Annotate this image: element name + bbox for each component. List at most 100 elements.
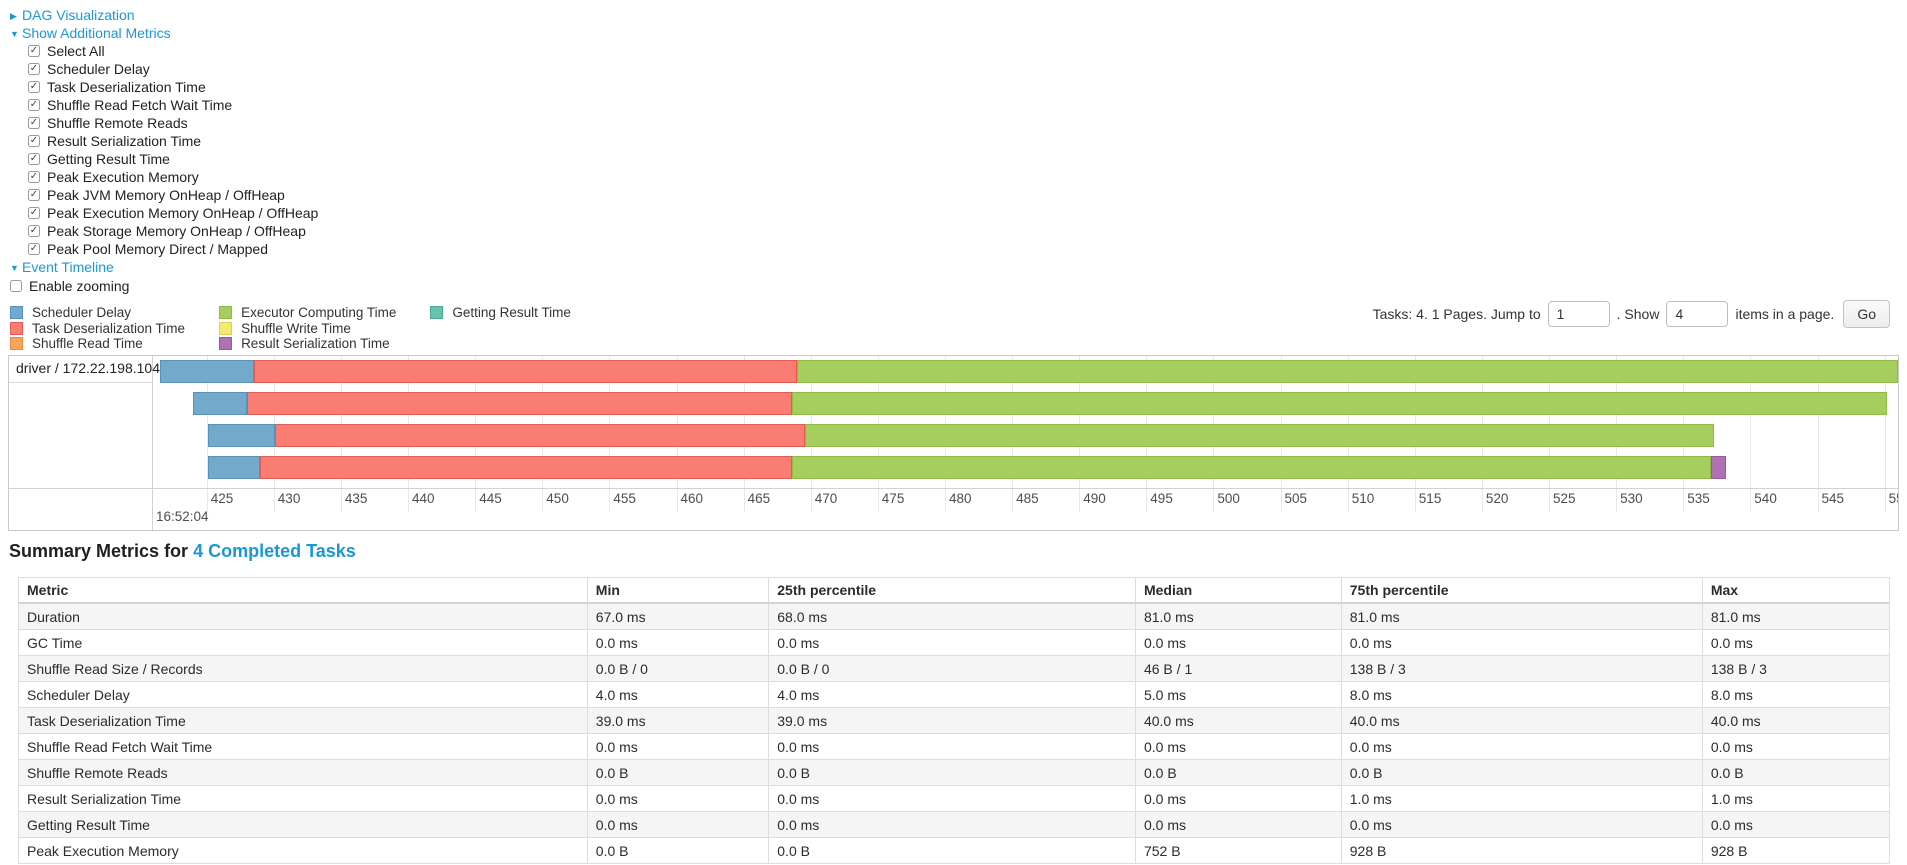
axis-tick-label-450: 450 [546, 491, 569, 506]
metric-value-cell: 0.0 ms [586, 811, 770, 838]
metric-value-cell: 0.0 ms [1340, 733, 1703, 760]
timeline-bar-task-1-task-deserialization-time[interactable] [247, 392, 792, 415]
checkbox-label-shuffle-remote-reads: Shuffle Remote Reads [47, 115, 188, 131]
axis-tick-label-440: 440 [412, 491, 435, 506]
timeline-bar-task-3-result-serialization-time[interactable] [1711, 456, 1727, 479]
metric-value-cell: 0.0 ms [1701, 811, 1891, 838]
metric-value-cell: 8.0 ms [1340, 681, 1703, 708]
summary-row-gc-time: GC Time 0.0 ms 0.0 ms 0.0 ms 0.0 ms 0.0 ms [18, 629, 1891, 656]
axis-tick-label-485: 485 [1016, 491, 1039, 506]
summary-row-task-deserialization-time: Task Deserialization Time 39.0 ms 39.0 ms 4… [18, 707, 1891, 734]
axis-tick-label-445: 445 [479, 491, 502, 506]
checkbox-peak-execution-memory-onheap-offheap[interactable]: ✓ [28, 207, 40, 219]
dag-visualization-row: ▶ DAG Visualization [10, 6, 318, 24]
checkbox-peak-pool-memory-direct-mapped[interactable]: ✓ [28, 243, 40, 255]
checkbox-label-peak-storage-memory-onheap-offheap: Peak Storage Memory OnHeap / OffHeap [47, 223, 306, 239]
metric-name-cell-shuffle-remote-reads: Shuffle Remote Reads [18, 759, 588, 786]
summary-row-shuffle-read-fetch-wait-time: Shuffle Read Fetch Wait Time 0.0 ms 0.0 ms… [18, 733, 1891, 760]
axis-tick-label-500: 500 [1217, 491, 1240, 506]
checkbox-getting-result-time[interactable]: ✓ [28, 153, 40, 165]
enable-zooming-checkbox[interactable] [10, 280, 22, 292]
checkbox-scheduler-delay[interactable]: ✓ [28, 63, 40, 75]
checkbox-shuffle-read-fetch-wait-time[interactable]: ✓ [28, 99, 40, 111]
metric-value-cell: 40.0 ms [1701, 707, 1891, 734]
checkbox-peak-jvm-memory-onheap-offheap[interactable]: ✓ [28, 189, 40, 201]
timeline-group-labels-column: driver / 172.22.198.104 [9, 356, 160, 530]
legend-item-scheduler-delay: Scheduler Delay [10, 305, 185, 321]
checkbox-task-deserialization-time[interactable]: ✓ [28, 81, 40, 93]
summary-metrics-title: Summary Metrics for 4 Completed Tasks [9, 541, 1907, 562]
metric-value-cell: 81.0 ms [1340, 602, 1703, 630]
summary-row-duration: Duration 67.0 ms 68.0 ms 81.0 ms 81.0 ms 81.0… [18, 602, 1891, 630]
checkbox-peak-storage-memory-onheap-offheap[interactable]: ✓ [28, 225, 40, 237]
checkbox-label-peak-jvm-memory-onheap-offheap: Peak JVM Memory OnHeap / OffHeap [47, 187, 285, 203]
timeline-bar-task-2-scheduler-delay[interactable] [208, 424, 276, 447]
go-button[interactable]: Go [1843, 300, 1890, 328]
group-label-underline [9, 382, 153, 383]
show-additional-metrics-toggle[interactable]: Show Additional Metrics [22, 25, 171, 41]
timeline-bar-task-0-task-deserialization-time[interactable] [253, 360, 798, 383]
timeline-bar-task-3-task-deserialization-time[interactable] [260, 456, 792, 479]
metric-value-cell: 39.0 ms [586, 707, 770, 734]
collapsed-arrow-icon: ▶ [10, 11, 17, 21]
metric-name-cell-shuffle-read-size-records: Shuffle Read Size / Records [18, 655, 588, 682]
stage-nav: ▶ DAG Visualization ▼ Show Additional Metr… [10, 6, 318, 295]
summary-col-header-max: Max [1701, 577, 1891, 604]
timeline-bar-task-3-executor-computing-time[interactable] [791, 456, 1712, 479]
metric-value-cell: 0.0 B [1340, 759, 1703, 786]
completed-tasks-link[interactable]: 4 Completed Tasks [193, 541, 356, 561]
metric-value-cell: 0.0 B [586, 837, 770, 864]
metric-name-cell-duration: Duration [18, 602, 588, 630]
dag-visualization-toggle[interactable]: DAG Visualization [22, 7, 135, 23]
metric-value-cell: 1.0 ms [1701, 785, 1891, 812]
timeline-bar-task-1-scheduler-delay[interactable] [193, 392, 247, 415]
summary-metrics-table: Metric Min 25th percentile Median 75th perce… [18, 577, 1891, 864]
axis-tick-label-425: 425 [210, 491, 234, 506]
timeline-bar-task-0-executor-computing-time[interactable] [797, 360, 1898, 383]
metric-checkbox-row-peak-storage-memory-onheap-offheap: ✓ Peak Storage Memory OnHeap / OffHeap [28, 222, 318, 240]
items-per-page-input[interactable] [1666, 301, 1729, 327]
checkbox-peak-execution-memory[interactable]: ✓ [28, 171, 40, 183]
timeline-controls-row: Scheduler Delay Task Deserialization Time… [10, 299, 1890, 352]
event-timeline-toggle[interactable]: Event Timeline [22, 259, 114, 275]
checkbox-select-all[interactable]: ✓ [28, 45, 40, 57]
legend-label-scheduler-delay: Scheduler Delay [32, 305, 132, 321]
metric-value-cell: 68.0 ms [768, 602, 1136, 630]
timeline-bar-task-2-task-deserialization-time[interactable] [275, 424, 806, 447]
axis-tick-label-490: 490 [1083, 491, 1106, 506]
legend-swatch-shuffle-read-time-icon [10, 337, 23, 351]
timeline-bar-task-2-executor-computing-time[interactable] [805, 424, 1715, 447]
axis-tick-label-465: 465 [747, 491, 771, 506]
summary-row-result-serialization-time: Result Serialization Time 0.0 ms 0.0 ms 0.0… [18, 785, 1891, 812]
metric-value-cell: 928 B [1701, 837, 1891, 864]
timeline-bar-task-1-executor-computing-time[interactable] [791, 392, 1888, 415]
axis-tick-label-495: 495 [1150, 491, 1173, 506]
summary-col-header-75th-percentile: 75th percentile [1340, 577, 1703, 604]
checkbox-label-task-deserialization-time: Task Deserialization Time [47, 79, 206, 95]
axis-tick-label-530: 530 [1620, 491, 1643, 506]
checkbox-label-select-all: Select All [47, 43, 105, 59]
metric-value-cell: 0.0 B / 0 [768, 655, 1136, 682]
summary-col-header-median: Median [1134, 577, 1342, 604]
metric-checkbox-row-shuffle-read-fetch-wait-time: ✓ Shuffle Read Fetch Wait Time [28, 96, 318, 114]
timeline-bar-task-0-scheduler-delay[interactable] [159, 360, 254, 383]
checkbox-label-peak-pool-memory-direct-mapped: Peak Pool Memory Direct / Mapped [47, 241, 268, 257]
timeline-task-bars [9, 356, 1898, 530]
checkbox-result-serialization-time[interactable]: ✓ [28, 135, 40, 147]
metric-value-cell: 0.0 ms [586, 785, 770, 812]
legend-label-shuffle-read-time: Shuffle Read Time [32, 336, 143, 352]
checkbox-shuffle-remote-reads[interactable]: ✓ [28, 117, 40, 129]
jump-to-page-input[interactable] [1547, 301, 1610, 327]
metric-value-cell: 0.0 B [768, 759, 1136, 786]
timeline-bar-task-3-scheduler-delay[interactable] [208, 456, 261, 479]
time-axis-rule [9, 488, 1898, 489]
metric-value-cell: 0.0 ms [768, 629, 1136, 656]
summary-col-header-metric: Metric [18, 577, 588, 604]
metric-name-cell-getting-result-time: Getting Result Time [18, 811, 588, 838]
metric-name-cell-gc-time: GC Time [18, 629, 588, 656]
axis-tick-label-460: 460 [680, 491, 704, 506]
metric-value-cell: 67.0 ms [586, 602, 770, 630]
legend-item-getting-result-time: Getting Result Time [430, 305, 571, 321]
metric-value-cell: 81.0 ms [1701, 602, 1891, 630]
